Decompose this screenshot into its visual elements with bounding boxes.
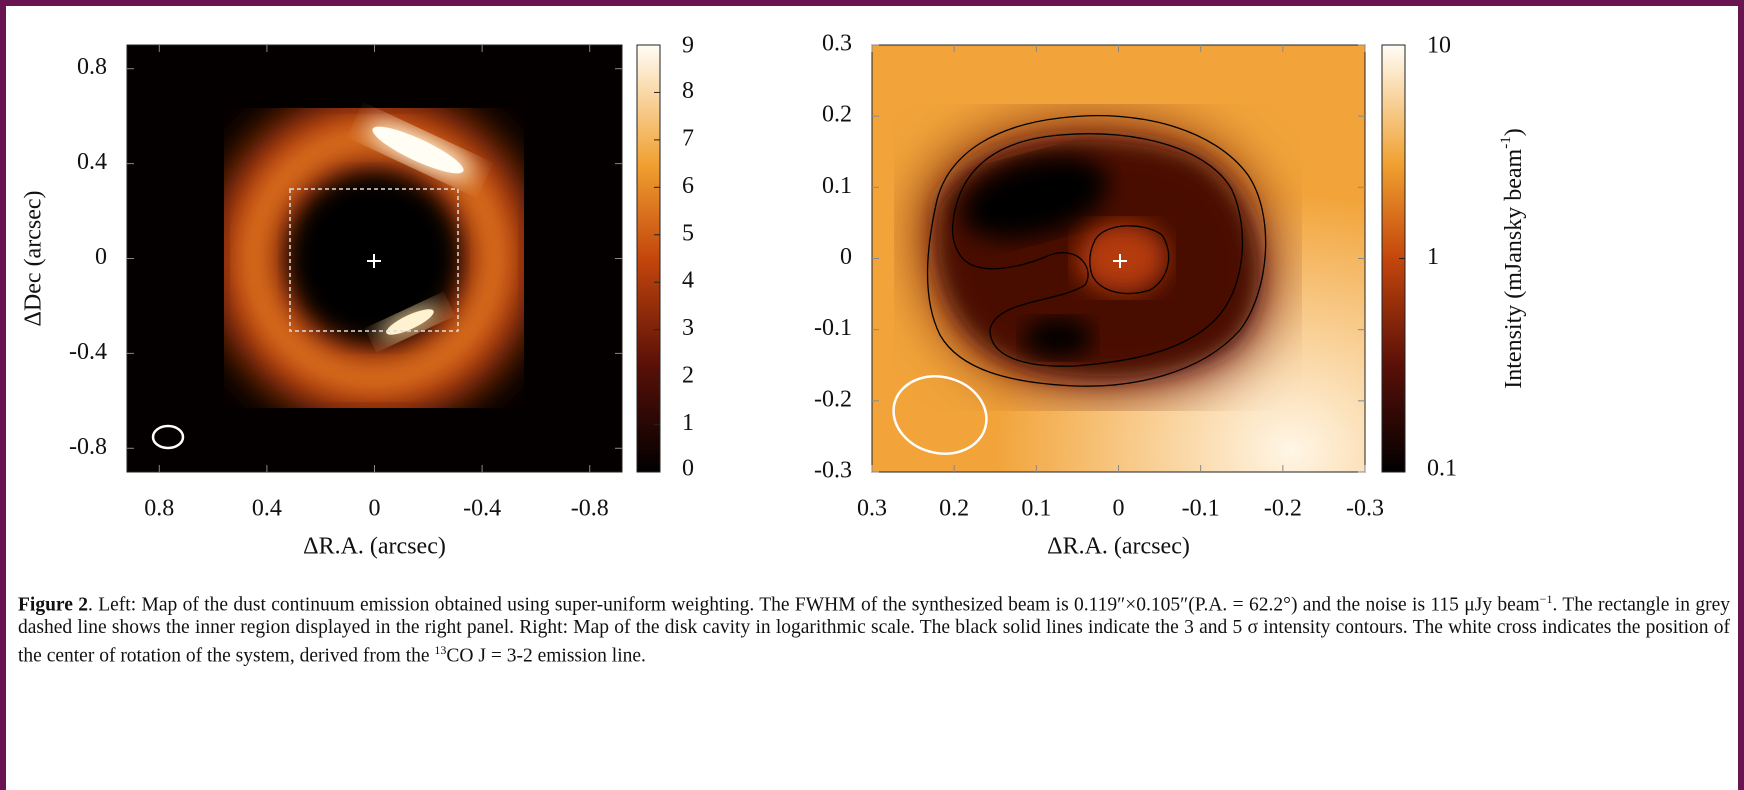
y-tick-label: 0.3 bbox=[822, 31, 852, 57]
y-tick-label: 0.8 bbox=[77, 54, 107, 80]
colorbar-tick-label: 6 bbox=[682, 173, 694, 199]
x-tick-label: -0.4 bbox=[463, 496, 501, 522]
colorbar-tick-label: 3 bbox=[682, 315, 694, 341]
page: {"chart_data": [ {"type": "heatmap", "xl… bbox=[0, 0, 1744, 790]
colorbar-tick-label: 0.1 bbox=[1427, 456, 1457, 482]
colorbar-tick-label: 5 bbox=[682, 220, 694, 246]
x-tick-label: -0.3 bbox=[1346, 496, 1384, 522]
x-tick-label: -0.2 bbox=[1264, 496, 1302, 522]
x-axis-label: ΔR.A. (arcsec) bbox=[1047, 534, 1190, 560]
caption-sup: −1 bbox=[1540, 592, 1553, 606]
colorbar-label-part: Intensity (mJansky beam bbox=[1501, 148, 1527, 388]
colorbar-tick-label: 4 bbox=[682, 268, 694, 294]
left-image bbox=[127, 45, 622, 472]
y-tick-label: -0.4 bbox=[69, 339, 107, 365]
y-tick-label: -0.8 bbox=[69, 434, 107, 460]
colorbar-tick-label: 2 bbox=[682, 363, 694, 389]
colorbar-tick-label: 9 bbox=[682, 33, 694, 59]
y-tick-label: 0.2 bbox=[822, 102, 852, 128]
caption: Figure 2. Left: Map of the dust continuu… bbox=[18, 588, 1730, 667]
x-tick-label: 0.3 bbox=[857, 496, 887, 522]
figure: 0.8 0.4 0 -0.4 -0.8 -0.8 -0.4 0 0.4 0.8 ΔR.A. (arc… bbox=[6, 6, 1738, 790]
colorbar-tick-label: 8 bbox=[682, 78, 694, 104]
x-tick-label: 0 bbox=[1113, 496, 1125, 522]
caption-sup: 13 bbox=[434, 643, 446, 657]
x-tick-label: -0.1 bbox=[1182, 496, 1220, 522]
left-colorbar bbox=[637, 45, 660, 472]
y-tick-label: 0 bbox=[95, 244, 107, 270]
colorbar-label: Intensity (mJansky beam-1) bbox=[1498, 128, 1526, 388]
y-tick-label: -0.3 bbox=[814, 458, 852, 484]
x-tick-label: 0.4 bbox=[252, 496, 282, 522]
caption-text: CO J = 3-2 emission line. bbox=[446, 645, 646, 666]
x-tick-label: 0.2 bbox=[939, 496, 969, 522]
x-tick-label: -0.8 bbox=[571, 496, 609, 522]
y-tick-label: -0.2 bbox=[814, 386, 852, 412]
x-tick-label: 0.8 bbox=[144, 496, 174, 522]
x-axis-label: ΔR.A. (arcsec) bbox=[303, 534, 446, 560]
colorbar-tick-label: 1 bbox=[682, 410, 694, 436]
colorbar-tick-label: 10 bbox=[1427, 33, 1451, 59]
caption-label: Figure 2 bbox=[18, 595, 88, 616]
y-tick-label: 0.1 bbox=[822, 173, 852, 199]
colorbar-label-part: -1 bbox=[1498, 136, 1514, 149]
colorbar-label-part: ) bbox=[1501, 128, 1527, 136]
colorbar-tick-label: 1 bbox=[1427, 244, 1439, 270]
x-tick-label: 0.1 bbox=[1021, 496, 1051, 522]
y-tick-label: 0.4 bbox=[77, 149, 107, 175]
y-axis-label: ΔDec (arcsec) bbox=[21, 191, 47, 327]
colorbar-tick-label: 0 bbox=[682, 456, 694, 482]
colorbar-tick-label: 7 bbox=[682, 125, 694, 151]
x-tick-label: 0 bbox=[369, 496, 381, 522]
right-image bbox=[872, 45, 1365, 472]
figure-panels: 0.8 0.4 0 -0.4 -0.8 -0.8 -0.4 0 0.4 0.8 ΔR.A. (arc… bbox=[6, 6, 1738, 586]
caption-text: . Left: Map of the dust continuum emissi… bbox=[88, 595, 1540, 616]
y-tick-label: -0.1 bbox=[814, 315, 852, 341]
y-tick-label: 0 bbox=[840, 244, 852, 270]
